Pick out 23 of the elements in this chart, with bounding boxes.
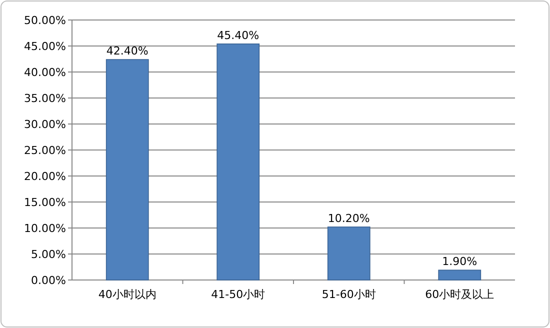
bar	[327, 226, 370, 280]
y-tick-label: 25.00%	[24, 144, 66, 157]
x-tick-label: 41-50小时	[211, 288, 266, 301]
y-tick-label: 20.00%	[24, 170, 66, 183]
y-tick-label: 10.00%	[24, 222, 66, 235]
y-tick-label: 30.00%	[24, 118, 66, 131]
bar	[216, 44, 260, 280]
y-tick-label: 40.00%	[24, 66, 66, 79]
y-tick-label: 15.00%	[24, 196, 66, 209]
data-label: 45.40%	[217, 28, 260, 42]
y-tick-label: 0.00%	[31, 274, 66, 287]
x-tick-label: 60小时及以上	[425, 288, 494, 301]
y-tick-label: 5.00%	[31, 248, 66, 261]
y-tick-label: 35.00%	[24, 92, 66, 105]
data-label: 42.40%	[106, 44, 148, 58]
bar	[106, 59, 149, 280]
y-tick-label: 45.00%	[24, 40, 66, 53]
x-tick-label: 51-60小时	[322, 288, 376, 301]
x-tick-label: 40小时以内	[98, 288, 156, 301]
bar	[438, 270, 482, 280]
data-label: 10.20%	[328, 212, 370, 225]
data-label: 1.90%	[442, 255, 478, 268]
y-tick-label: 50.00%	[24, 14, 66, 27]
